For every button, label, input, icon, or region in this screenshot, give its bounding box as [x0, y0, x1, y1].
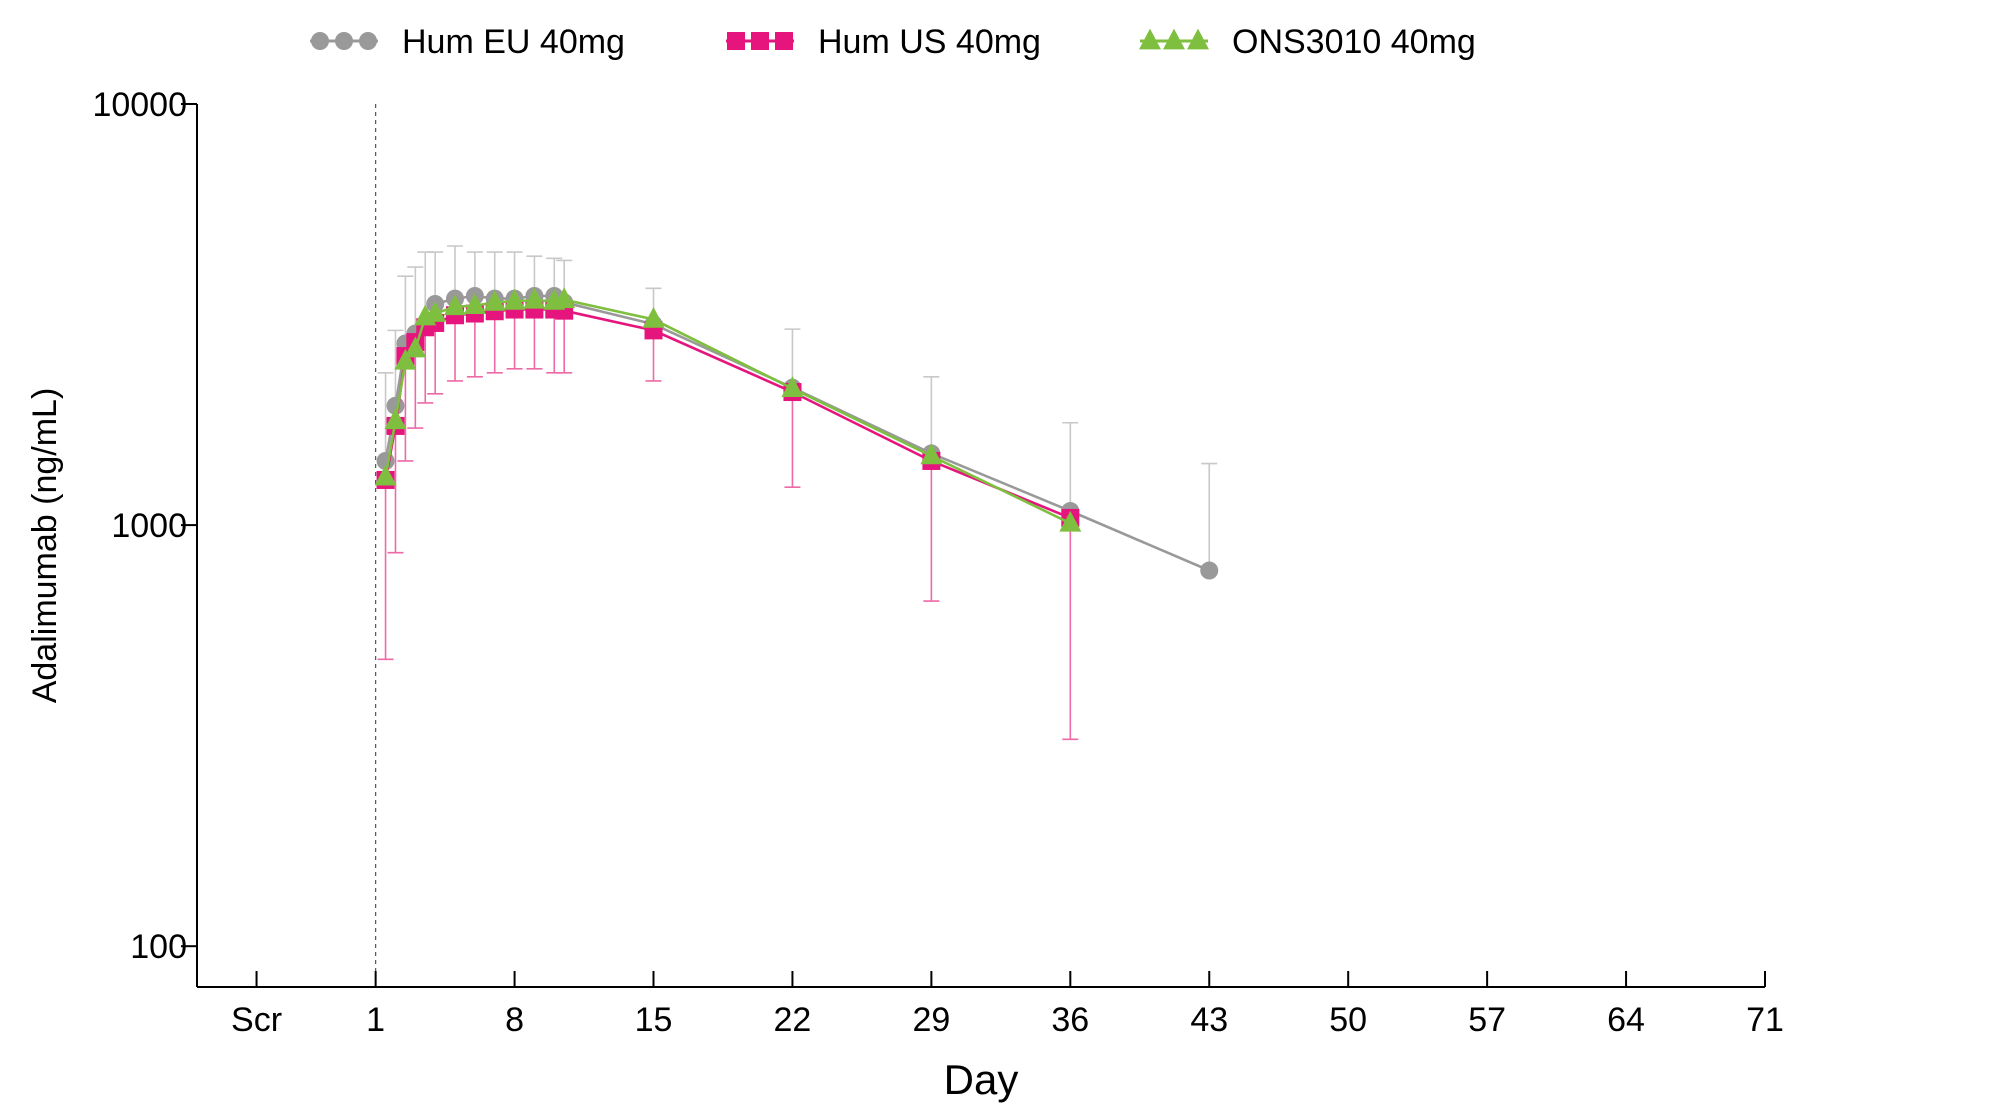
y-tick-label: 1000 [111, 507, 187, 545]
x-tick-label: 64 [1607, 1001, 1645, 1039]
legend-label: Hum US 40mg [818, 23, 1041, 61]
legend-marker [775, 32, 793, 50]
legend-marker [1163, 28, 1185, 50]
y-axis-title: Adalimumab (ng/mL) [26, 388, 64, 704]
data-point [553, 287, 576, 309]
data-point [781, 376, 804, 397]
x-tick-label: 29 [912, 1001, 950, 1039]
y-ticks: 100 1000 10000 [92, 86, 197, 966]
data-point [404, 336, 427, 358]
series-line [384, 298, 1071, 525]
series-hum-eu [376, 286, 1219, 580]
legend-marker [727, 32, 745, 50]
error-bars-hum-eu [377, 245, 1218, 571]
data-point [642, 306, 665, 328]
x-tick-label: 43 [1190, 1001, 1228, 1039]
legend-marker [1187, 28, 1209, 50]
data-point [523, 287, 546, 309]
axes: 100 1000 10000 Scr 1 8 15 22 29 36 43 50 57 64 71 [92, 86, 1783, 1039]
y-tick-label: 100 [130, 928, 187, 966]
series-line [384, 308, 1071, 520]
legend: Hum EU 40mg Hum US 40mg ONS3010 40mg [310, 23, 1476, 61]
data-point [483, 289, 506, 311]
legend-marker [335, 32, 353, 50]
y-tick-label: 10000 [92, 86, 187, 124]
data-point [1059, 510, 1082, 532]
error-bars-hum-us [377, 309, 1079, 741]
series-line [384, 294, 1210, 572]
legend-marker [311, 32, 329, 50]
x-tick-label: 1 [366, 1001, 385, 1039]
data-point [384, 408, 407, 430]
x-tick-label: 22 [774, 1001, 812, 1039]
legend-marker [359, 32, 377, 50]
x-tick-label: 71 [1746, 1001, 1784, 1039]
data-point [374, 464, 397, 486]
data-point [463, 293, 486, 315]
x-ticks: Scr 1 8 15 22 29 36 43 50 57 64 71 [231, 971, 1784, 1039]
data-point [444, 294, 467, 316]
legend-entry-hum-eu: Hum EU 40mg [310, 23, 625, 61]
data-point [424, 301, 447, 322]
series-hum-us [376, 300, 1080, 527]
x-tick-label: 36 [1051, 1001, 1089, 1039]
legend-marker [751, 32, 769, 50]
series-ons3010 [374, 287, 1082, 532]
legend-marker [1139, 28, 1161, 50]
x-tick-label: 15 [635, 1001, 673, 1039]
x-axis-title: Day [944, 1056, 1019, 1103]
plot-area [374, 245, 1219, 741]
x-tick-label: 50 [1329, 1001, 1367, 1039]
data-point [394, 348, 417, 370]
legend-entry-hum-us: Hum US 40mg [726, 23, 1041, 61]
legend-label: ONS3010 40mg [1232, 23, 1476, 61]
data-point [503, 288, 526, 310]
legend-label: Hum EU 40mg [402, 23, 625, 61]
data-point [1200, 561, 1219, 580]
x-tick-label: Scr [231, 1001, 282, 1039]
legend-entry-ons3010: ONS3010 40mg [1139, 23, 1476, 61]
x-tick-label: 57 [1468, 1001, 1506, 1039]
x-tick-label: 8 [505, 1001, 524, 1039]
data-point [920, 443, 943, 465]
